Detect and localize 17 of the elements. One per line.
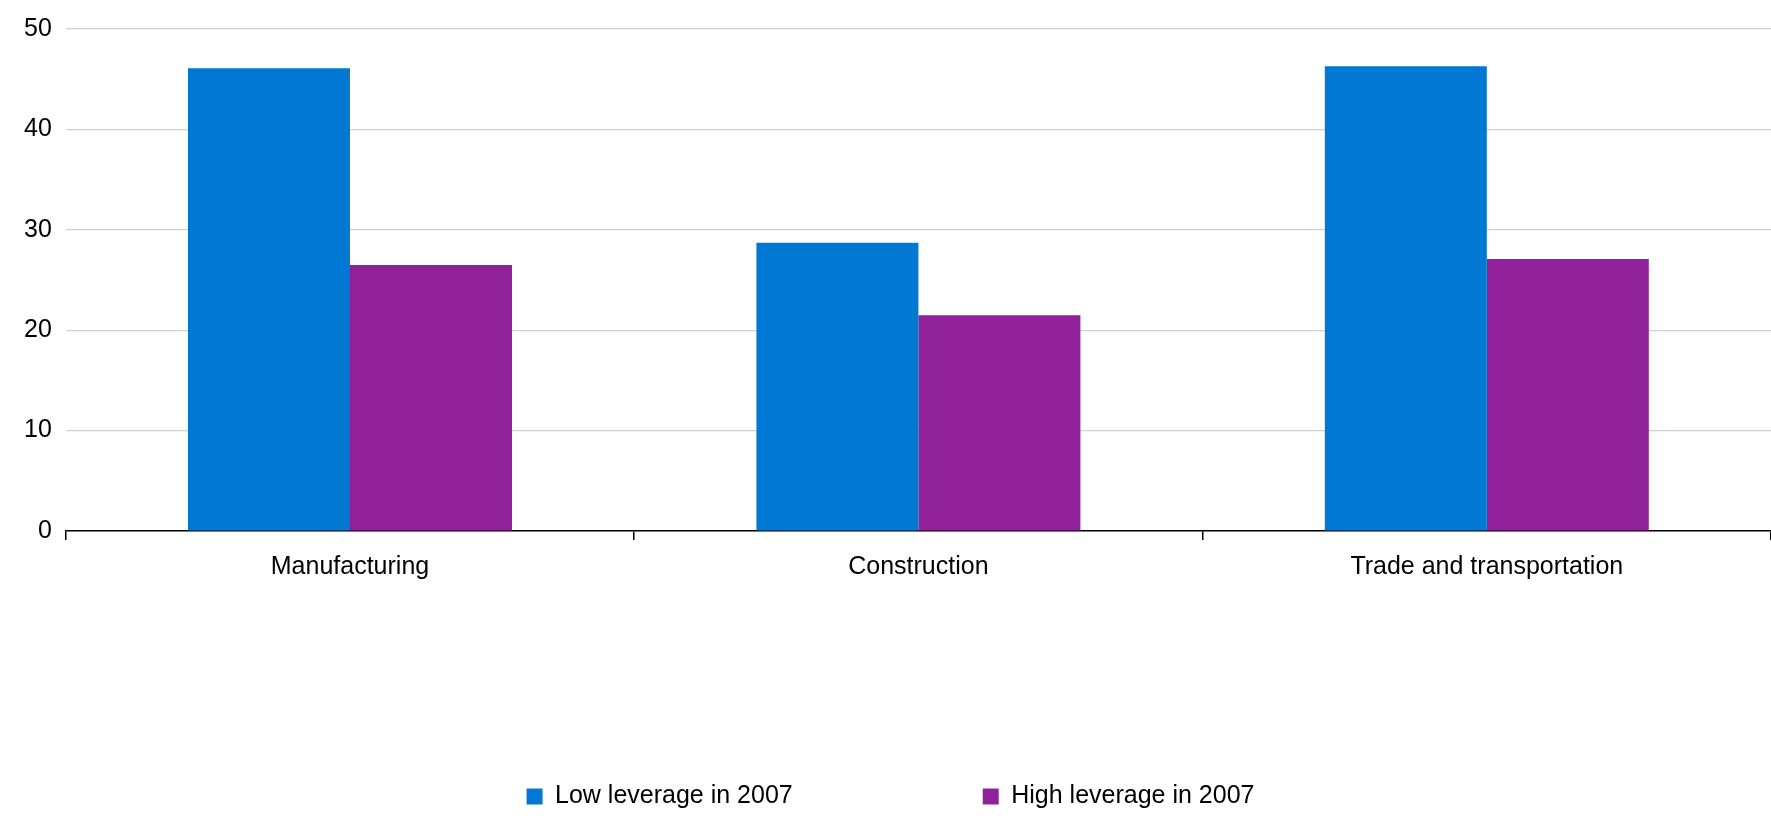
bar [1486, 258, 1649, 531]
legend-label: Low leverage in 2007 [555, 780, 793, 809]
bar [1324, 66, 1487, 531]
y-tick-label: 50 [24, 12, 52, 41]
y-tick-label: 40 [24, 113, 52, 142]
bar [756, 242, 919, 531]
x-tick-label: Construction [848, 550, 989, 579]
legend-label: High leverage in 2007 [1011, 780, 1255, 809]
y-tick-label: 30 [24, 213, 52, 242]
bar [350, 264, 512, 531]
x-tick-label: Manufacturing [270, 550, 430, 579]
bar [188, 68, 351, 531]
y-tick-label: 0 [37, 514, 52, 543]
x-tick-label: Trade and transportation [1350, 550, 1624, 579]
bar [918, 315, 1081, 531]
y-tick-label: 10 [24, 414, 52, 443]
y-tick-label: 20 [24, 314, 52, 343]
